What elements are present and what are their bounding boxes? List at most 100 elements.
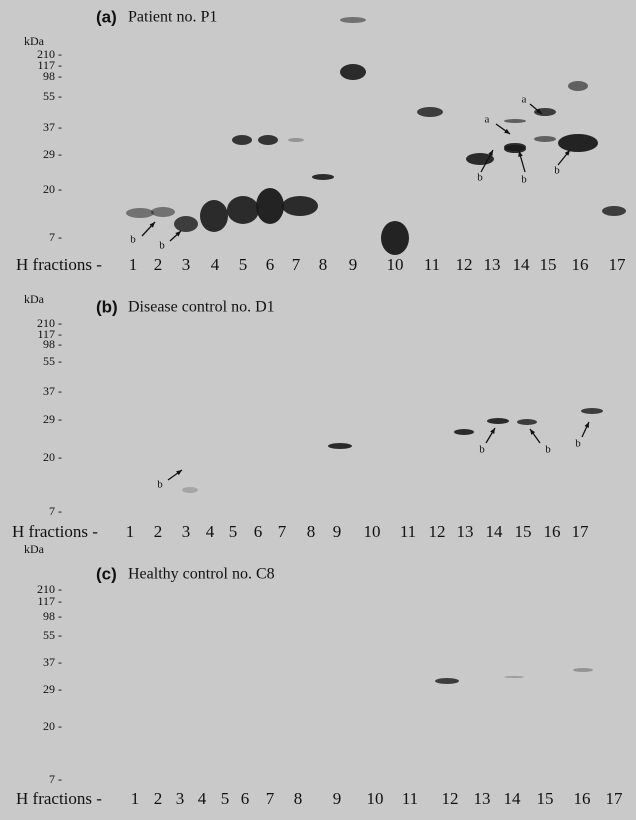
band <box>340 64 366 80</box>
lane-label: 9 <box>349 255 358 274</box>
lane-label: 4 <box>211 255 220 274</box>
lane-label: 17 <box>609 255 627 274</box>
lane-label: 7 <box>278 522 287 541</box>
band <box>435 678 459 684</box>
unit-label: kDa <box>24 542 45 556</box>
lane-label: 17 <box>572 522 590 541</box>
lane-label: 10 <box>367 789 384 808</box>
panel-letter: (b) <box>96 297 118 316</box>
lane-label: 7 <box>266 789 275 808</box>
lane-label: 14 <box>504 789 522 808</box>
lane-label: 16 <box>574 789 591 808</box>
lane-label: 2 <box>154 522 163 541</box>
lane-label: 13 <box>457 522 474 541</box>
band <box>417 107 443 117</box>
lane-label: 12 <box>456 255 473 274</box>
panel-letter: (a) <box>96 7 117 26</box>
band <box>258 135 278 145</box>
band <box>568 81 588 91</box>
marker-label: 7 - <box>49 504 62 518</box>
lane-label: 1 <box>126 522 135 541</box>
band <box>312 174 334 180</box>
annotation: b <box>521 174 527 186</box>
blot-figure: (a)Patient no. P1kDa210 -117 -98 -55 -37… <box>0 0 636 820</box>
lane-label: 11 <box>400 522 416 541</box>
annotation: b <box>479 444 485 456</box>
lane-label: 13 <box>474 789 491 808</box>
band <box>227 196 259 224</box>
marker-label: 98 - <box>43 609 62 623</box>
band <box>232 135 252 145</box>
band <box>182 487 198 493</box>
lane-label: 3 <box>182 522 191 541</box>
lane-prefix: H fractions - <box>16 255 102 274</box>
lane-label: 8 <box>294 789 303 808</box>
lane-label: 14 <box>513 255 531 274</box>
band <box>288 138 304 142</box>
lane-label: 4 <box>206 522 215 541</box>
band <box>340 17 366 23</box>
lane-label: 14 <box>486 522 504 541</box>
marker-label: 117 - <box>37 594 62 608</box>
marker-label: 29 - <box>43 147 62 161</box>
annotation: b <box>130 234 136 246</box>
lane-label: 3 <box>182 255 191 274</box>
marker-label: 7 - <box>49 230 62 244</box>
lane-label: 2 <box>154 789 163 808</box>
unit-label: kDa <box>24 34 45 48</box>
band <box>558 134 598 152</box>
marker-label: 37 - <box>43 655 62 669</box>
lane-label: 4 <box>198 789 207 808</box>
marker-label: 55 - <box>43 354 62 368</box>
lane-label: 5 <box>229 522 238 541</box>
lane-label: 11 <box>402 789 418 808</box>
lane-prefix: H fractions - <box>16 789 102 808</box>
lane-label: 7 <box>292 255 301 274</box>
band <box>504 143 526 151</box>
band <box>517 419 537 425</box>
lane-label: 3 <box>176 789 185 808</box>
lane-prefix: H fractions - <box>12 522 98 541</box>
lane-label: 9 <box>333 789 342 808</box>
lane-label: 2 <box>154 255 163 274</box>
unit-label: kDa <box>24 292 45 306</box>
lane-label: 17 <box>606 789 624 808</box>
band <box>381 221 409 255</box>
band <box>256 188 284 224</box>
lane-label: 6 <box>254 522 263 541</box>
band <box>573 668 593 672</box>
annotation: b <box>575 438 581 450</box>
annotation: b <box>477 172 483 184</box>
band <box>151 207 175 217</box>
lane-label: 6 <box>241 789 250 808</box>
marker-label: 29 - <box>43 412 62 426</box>
lane-label: 13 <box>484 255 501 274</box>
lane-label: 5 <box>221 789 230 808</box>
annotation: b <box>157 479 163 491</box>
annotation: a <box>485 114 490 126</box>
band <box>126 208 154 218</box>
band <box>174 216 198 232</box>
marker-label: 55 - <box>43 89 62 103</box>
band <box>282 196 318 216</box>
lane-label: 16 <box>572 255 589 274</box>
annotation: b <box>545 444 551 456</box>
lane-label: 15 <box>540 255 557 274</box>
band <box>504 676 524 678</box>
panel-title: Disease control no. D1 <box>128 299 275 316</box>
lane-label: 16 <box>544 522 561 541</box>
band <box>454 429 474 435</box>
marker-label: 20 - <box>43 182 62 196</box>
lane-label: 15 <box>515 522 532 541</box>
lane-label: 10 <box>387 255 404 274</box>
marker-label: 29 - <box>43 682 62 696</box>
panel-letter: (c) <box>96 564 117 583</box>
band <box>487 418 509 424</box>
annotation: b <box>554 165 560 177</box>
lane-label: 5 <box>239 255 248 274</box>
lane-label: 12 <box>429 522 446 541</box>
marker-label: 7 - <box>49 772 62 786</box>
lane-label: 9 <box>333 522 342 541</box>
marker-label: 98 - <box>43 337 62 351</box>
lane-label: 12 <box>442 789 459 808</box>
